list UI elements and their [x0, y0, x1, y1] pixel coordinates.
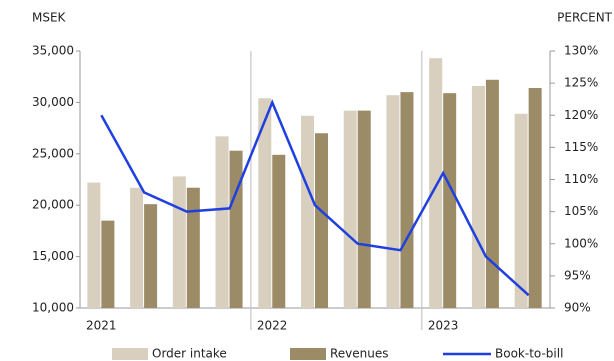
y-tick-label: 15,000 — [32, 249, 74, 263]
y2-tick-label: 110% — [564, 172, 598, 186]
x-tick-label: 2022 — [257, 319, 288, 333]
bar — [471, 85, 485, 309]
bar — [357, 110, 371, 309]
y2-tick-label: 100% — [564, 236, 598, 250]
bar — [386, 95, 400, 308]
bar — [144, 204, 158, 308]
bar — [172, 176, 186, 308]
y-tick-label: 10,000 — [32, 301, 74, 315]
legend-label: Order intake — [152, 347, 227, 361]
line — [100, 99, 530, 297]
bar — [443, 93, 457, 308]
y-tick-label: 20,000 — [32, 198, 74, 212]
bar — [528, 88, 542, 309]
y-tick-label: 35,000 — [32, 44, 74, 58]
bar — [101, 220, 115, 308]
legend-swatch — [112, 348, 148, 360]
bar — [186, 187, 200, 308]
y2-tick-label: 130% — [564, 44, 598, 58]
bar — [301, 115, 314, 308]
y2-tick-label: 90% — [564, 301, 591, 315]
bar — [485, 79, 499, 308]
bar — [229, 150, 243, 308]
x-tick-label: 2021 — [86, 319, 117, 333]
y2-tick-label: 115% — [564, 140, 598, 154]
bar — [258, 98, 272, 309]
y-tick-label: 25,000 — [32, 146, 74, 160]
y-tick-label: 30,000 — [32, 95, 74, 109]
bar — [87, 182, 101, 308]
legend-label: Book-to-bill — [495, 347, 563, 361]
y2-axis-title: PERCENT — [557, 11, 612, 25]
y2-tick-label: 95% — [564, 268, 591, 282]
bar — [272, 154, 286, 308]
bar — [429, 58, 443, 308]
bar — [400, 92, 414, 309]
bar — [315, 133, 328, 308]
x-tick-label: 2023 — [428, 319, 459, 333]
bar — [343, 110, 357, 309]
y2-tick-label: 125% — [564, 76, 598, 90]
y2-tick-label: 105% — [564, 204, 598, 218]
legend-label: Revenues — [330, 347, 389, 361]
y2-tick-label: 120% — [564, 108, 598, 122]
legend-swatch — [290, 348, 326, 360]
bar — [215, 136, 229, 308]
bar — [514, 113, 528, 308]
y-axis-title: MSEK — [32, 11, 67, 25]
bar — [130, 187, 144, 308]
